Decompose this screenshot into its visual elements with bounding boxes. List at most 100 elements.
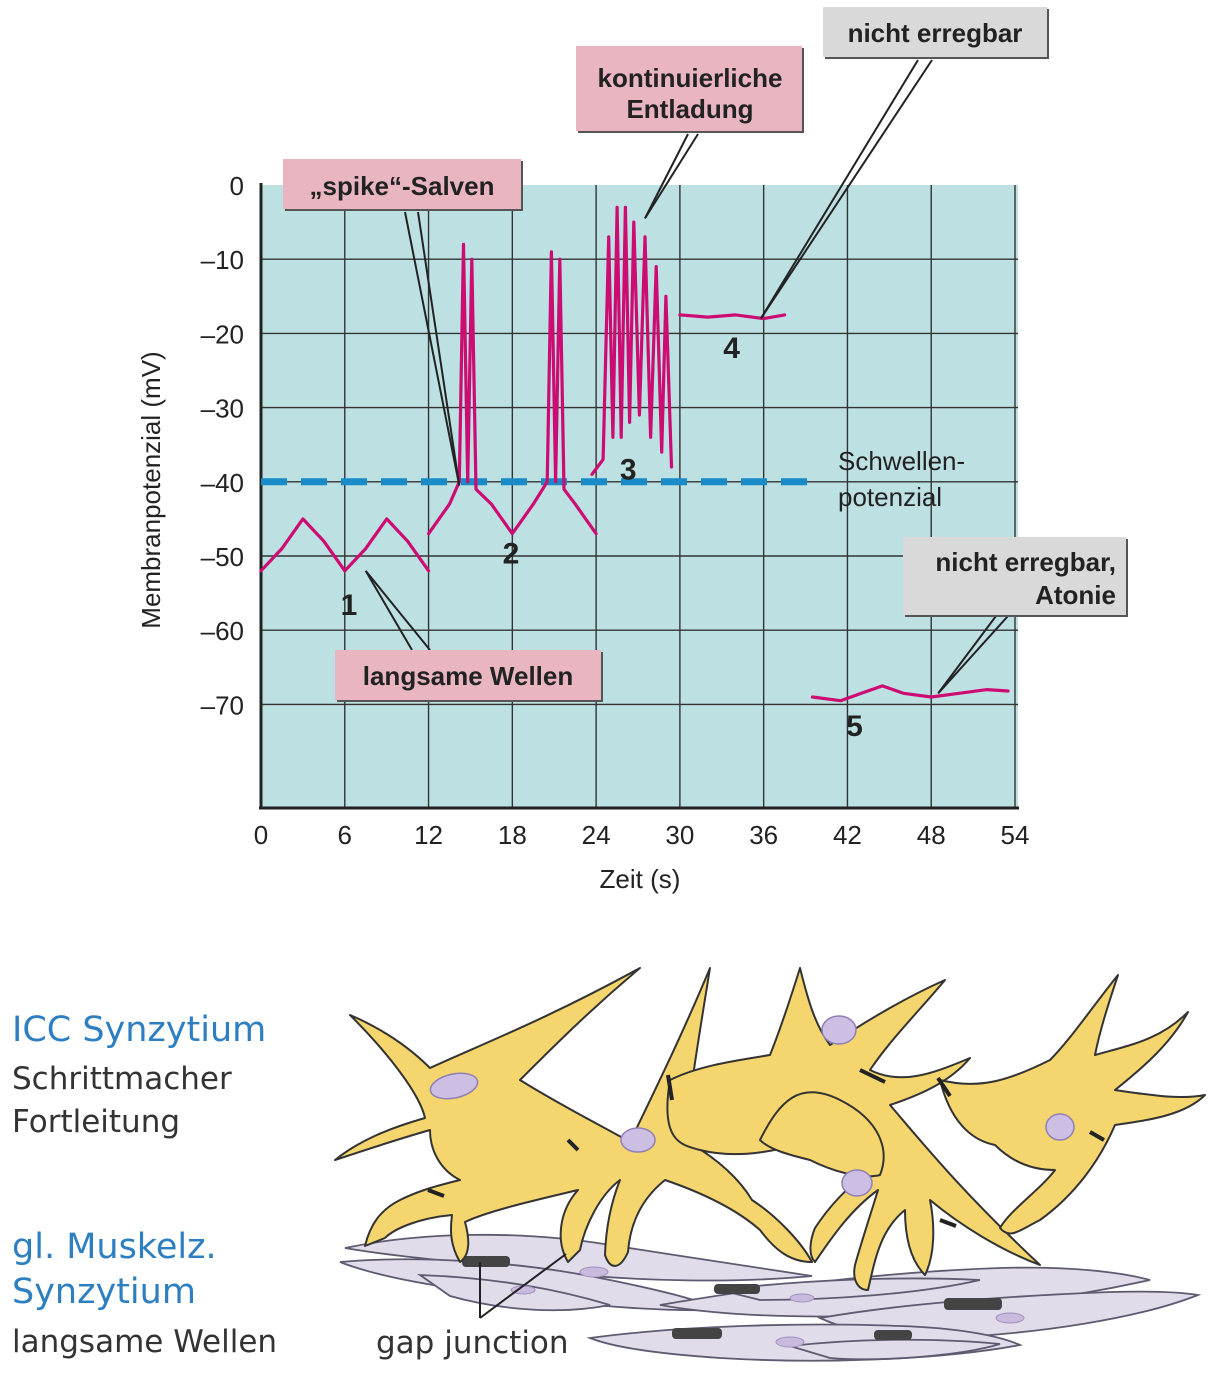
- trace-5: [810, 684, 1010, 703]
- y-tick-label: –50: [201, 542, 244, 572]
- gap-junction-marker: [874, 1330, 912, 1340]
- curve-number-3: 3: [620, 453, 637, 486]
- smc-title-line2: Synzytium: [12, 1272, 196, 1312]
- box-nicht-erregbar: [823, 7, 1047, 57]
- x-tick-label: 42: [833, 820, 862, 850]
- trace-4: [678, 313, 787, 321]
- y-tick-label: –20: [201, 319, 244, 349]
- nucleus: [429, 1072, 479, 1100]
- pointer-kontinuierlich: [644, 133, 689, 219]
- box-kontinuierliche-entladung: [576, 46, 802, 131]
- label-nicht-erregbar: nicht erregbar: [848, 18, 1023, 48]
- curve-number-1: 1: [341, 589, 358, 622]
- y-tick-label: 0: [230, 171, 244, 201]
- threshold-label-line1: Schwellen-: [838, 446, 965, 476]
- y-tick-label: –70: [201, 690, 244, 720]
- potential-traces: [259, 205, 1010, 703]
- pointer-atonie-2: [937, 615, 1009, 694]
- gap-junction-label: gap junction: [376, 1325, 569, 1361]
- pointer-nicht-erregbar-2: [760, 59, 933, 320]
- diagram-side-labels: ICC Synzytium Schrittmacher Fortleitung …: [12, 1010, 277, 1360]
- label-atonie: Atonie: [1035, 580, 1116, 610]
- curve-number-2: 2: [503, 537, 520, 570]
- pointer-langsame-2: [364, 570, 413, 651]
- pointer-spike-2: [417, 211, 461, 486]
- threshold-label-line2: potenzial: [838, 482, 942, 512]
- icc-cell-left: [334, 967, 813, 1267]
- x-axis-label: Zeit (s): [600, 864, 681, 894]
- label-kontinuierliche: kontinuierliche: [598, 63, 783, 93]
- icc-gap-junctions: [427, 1068, 1105, 1228]
- curve-number-4: 4: [723, 332, 740, 365]
- label-entladung: Entladung: [626, 94, 753, 124]
- icc-line-fortleitung: Fortleitung: [12, 1104, 180, 1140]
- pointer-atonie: [937, 615, 997, 694]
- x-tick-label: 0: [254, 820, 268, 850]
- gap-junction-marker: [462, 1256, 510, 1267]
- muscle-cell: [719, 1277, 981, 1301]
- x-tick-label: 54: [1001, 820, 1030, 850]
- cell-network-illustration: gap junction: [334, 967, 1206, 1362]
- pointer-langsame: [364, 570, 431, 651]
- trace-1: [259, 517, 431, 573]
- nucleus: [841, 1169, 873, 1197]
- icc-synzytium-title: ICC Synzytium: [12, 1010, 266, 1050]
- trace-3: [590, 205, 674, 476]
- gap-junction-marker: [672, 1328, 722, 1339]
- curve-numbers: 1 2 3 4 5: [341, 332, 863, 743]
- muscle-gap-junctions: [462, 1256, 1002, 1340]
- box-spike-salven: [283, 159, 521, 209]
- pointer-nicht-erregbar: [760, 59, 919, 320]
- icc-cell-right: [939, 974, 1206, 1235]
- x-tick-label: 18: [498, 820, 527, 850]
- box-atonie: [903, 537, 1126, 615]
- trace-2: [427, 242, 598, 536]
- gap-junction-marker: [1089, 1130, 1105, 1142]
- annotation-nicht-erregbar: nicht erregbar: [760, 7, 1049, 320]
- x-tick-label: 36: [749, 820, 778, 850]
- x-tick-label: 12: [414, 820, 443, 850]
- y-tick-label: –30: [201, 394, 244, 424]
- smc-line-langsame-wellen: langsame Wellen: [12, 1324, 277, 1360]
- pointer-kontinuierlich-2: [644, 133, 699, 219]
- icc-cell-junction: [759, 1091, 885, 1178]
- plot-area: [261, 185, 1018, 807]
- x-tick-label: 48: [917, 820, 946, 850]
- nucleus: [995, 1312, 1025, 1324]
- y-axis-label: Membranpotenzial (mV): [136, 351, 166, 628]
- icc-cells: [334, 967, 1206, 1291]
- nucleus: [775, 1336, 805, 1348]
- annotation-kontinuierliche-entladung: kontinuierliche Entladung: [576, 46, 804, 219]
- x-tick-label: 6: [338, 820, 352, 850]
- label-spike-salven: „spike“-Salven: [310, 171, 495, 201]
- nucleus: [579, 1266, 609, 1278]
- annotation-atonie: nicht erregbar, Atonie: [903, 537, 1128, 694]
- label-nicht-erregbar-2: nicht erregbar,: [935, 547, 1116, 577]
- annotation-spike-salven: „spike“-Salven: [283, 159, 523, 486]
- icc-line-schrittmacher: Schrittmacher: [12, 1061, 232, 1097]
- gap-junction-marker: [859, 1068, 886, 1084]
- y-tick-label: –60: [201, 616, 244, 646]
- membrane-potential-chart: 0–10–20–30–40–50–60–70 0 6 12 18 24 30 36 42 48 5…: [136, 7, 1128, 894]
- nucleus: [620, 1127, 656, 1153]
- x-tick-labels: 0 6 12 18 24 30 36 42 48 54: [254, 820, 1030, 850]
- gap-junction-pointer: [479, 1253, 567, 1319]
- gap-junction-marker: [566, 1138, 580, 1152]
- gap-junction-marker: [936, 1076, 952, 1098]
- box-langsame-wellen: [335, 650, 601, 700]
- x-tick-label: 24: [582, 820, 611, 850]
- smc-title-line1: gl. Muskelz.: [12, 1227, 217, 1267]
- gap-junction-marker: [427, 1188, 445, 1198]
- grid-lines: [261, 185, 1018, 807]
- muscle-cell: [789, 1338, 1001, 1361]
- y-tick-labels: 0 –10 –20 –30 –40 –50 –60 –70: [201, 171, 244, 720]
- y-tick-label: –10: [201, 245, 244, 275]
- curve-number-5: 5: [846, 710, 863, 743]
- x-tick-label: 30: [665, 820, 694, 850]
- pointer-line: [479, 1253, 567, 1319]
- icc-nuclei: [429, 1015, 1075, 1197]
- annotation-langsame-wellen: langsame Wellen: [335, 570, 603, 702]
- nucleus: [1045, 1113, 1075, 1141]
- pointer-spike: [404, 211, 461, 486]
